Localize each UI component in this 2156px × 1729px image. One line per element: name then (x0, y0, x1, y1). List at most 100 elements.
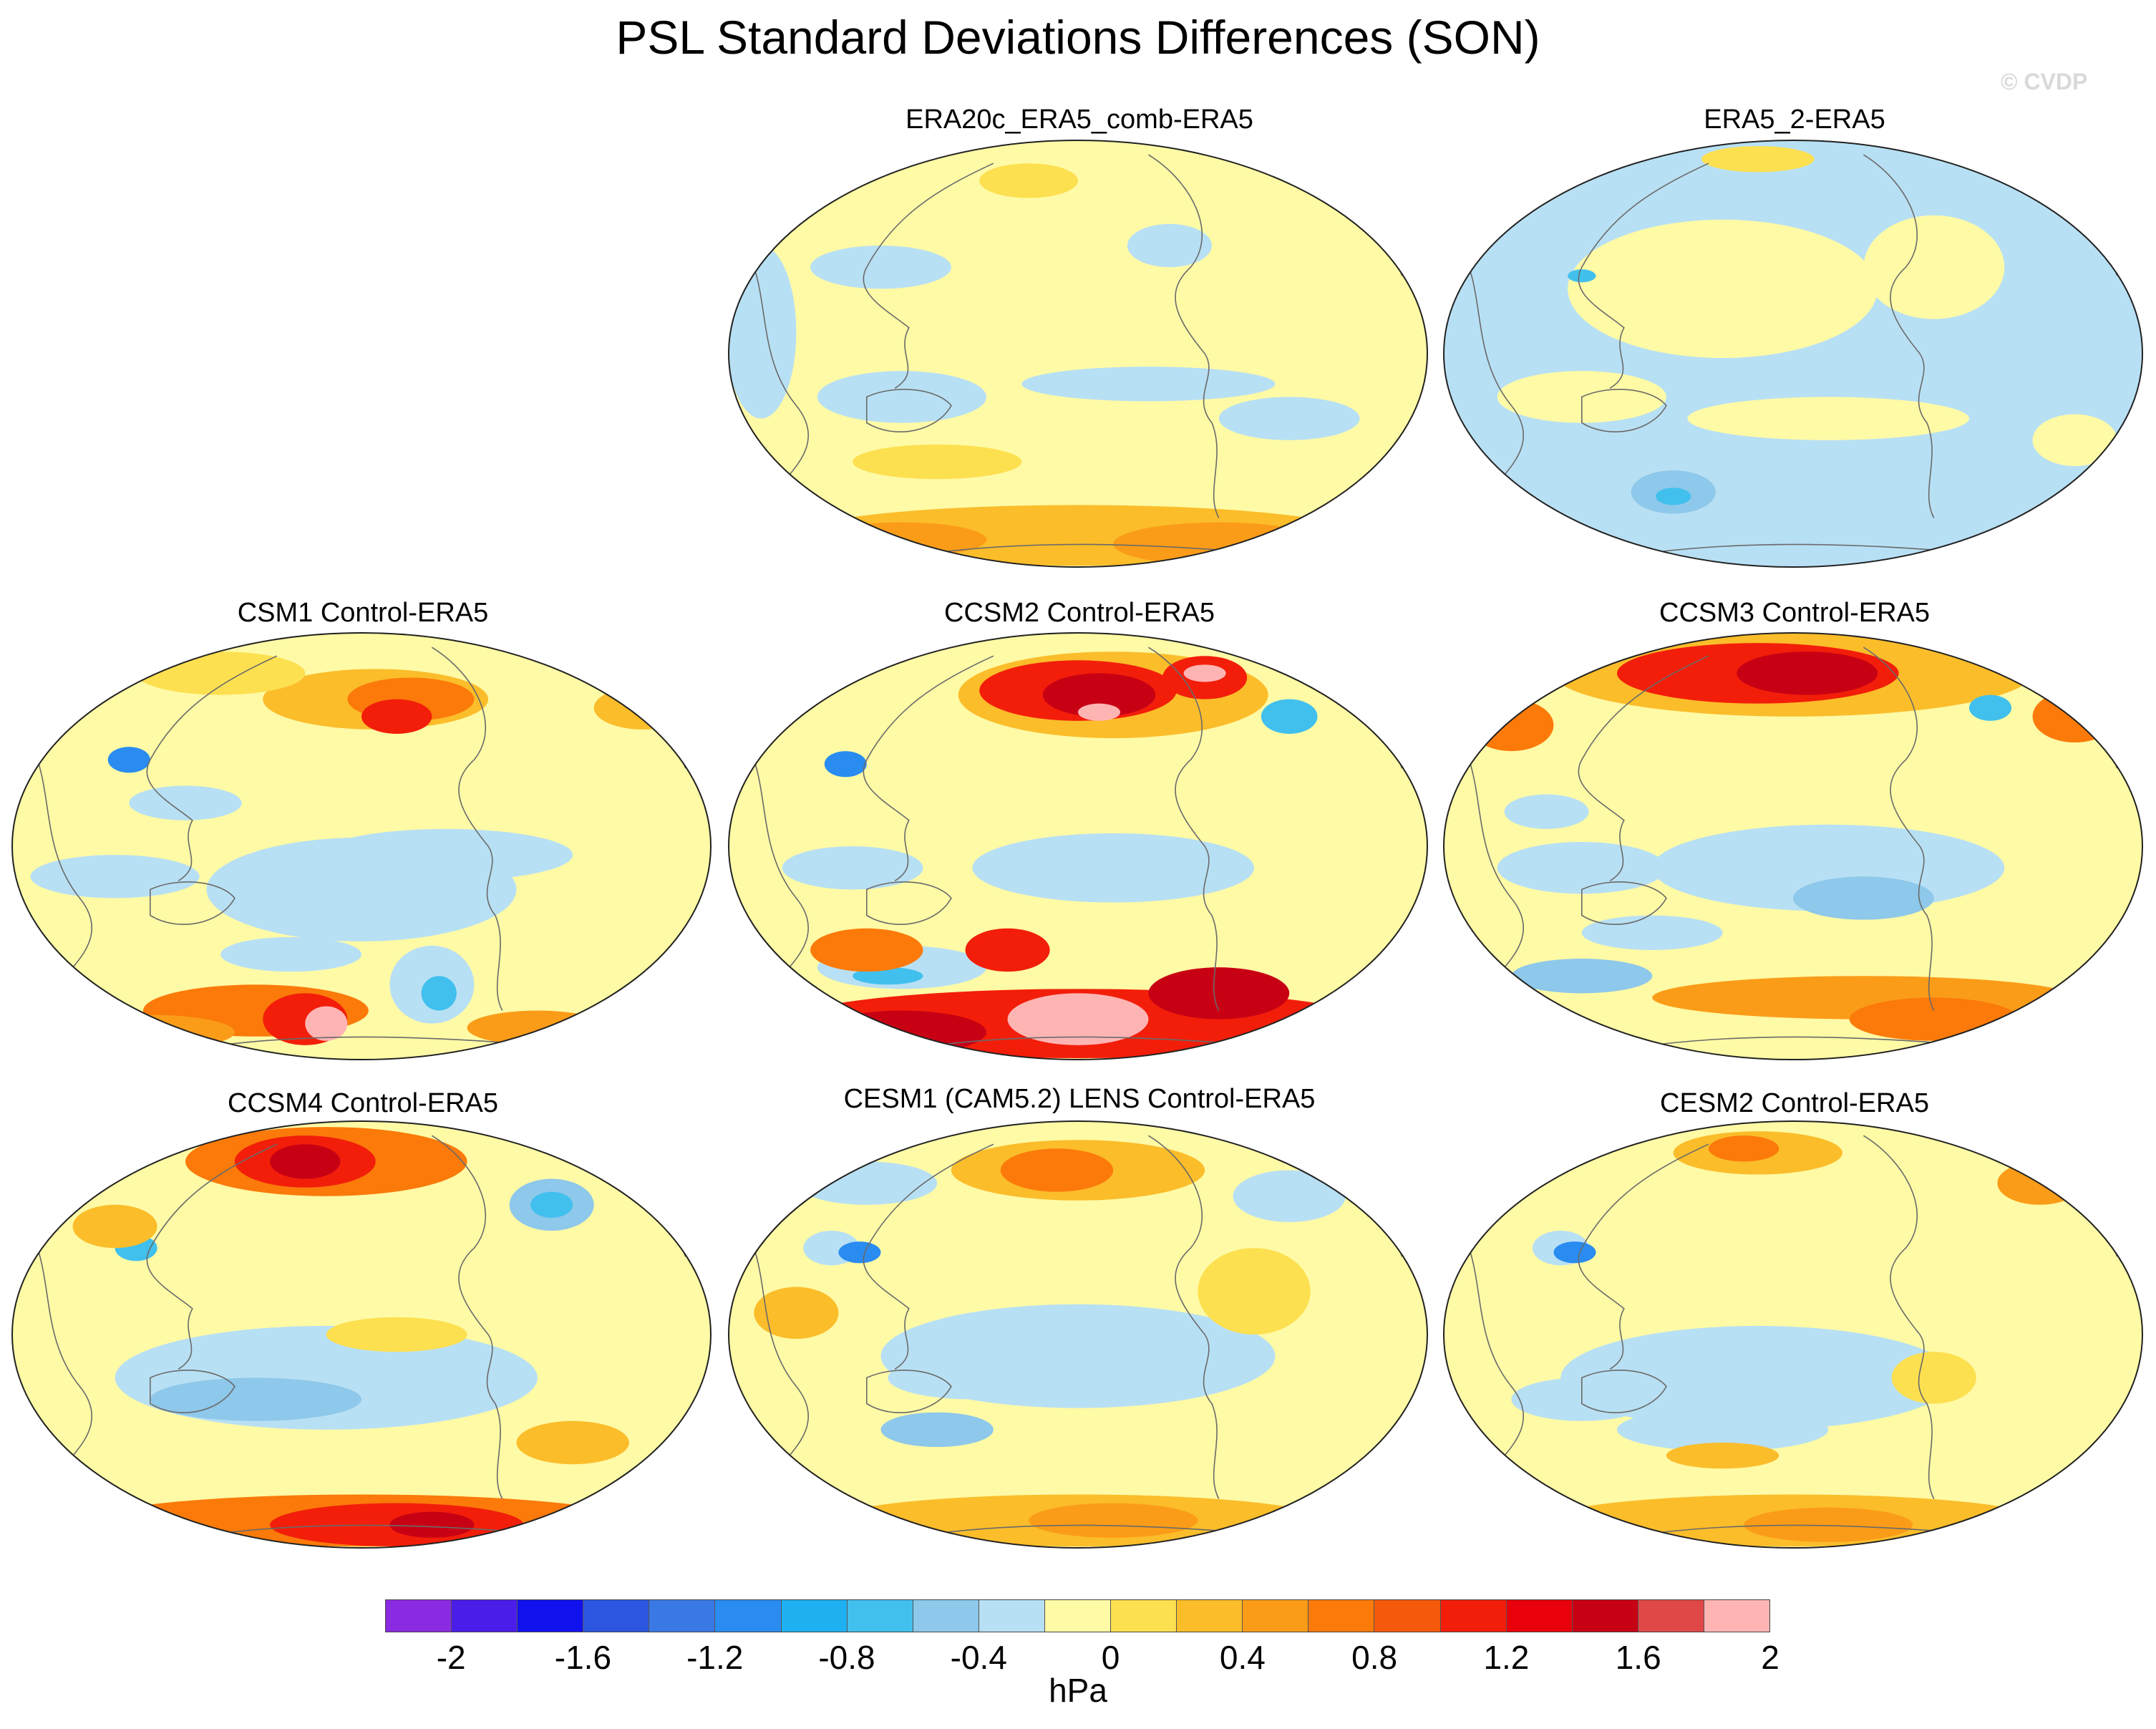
map-era20c (728, 140, 1428, 568)
colorbar-swatch (583, 1600, 650, 1632)
anomaly-contour (1568, 219, 1878, 359)
coastline (1578, 1143, 1709, 1370)
map-border (728, 140, 1428, 568)
coastline (753, 759, 810, 977)
coastline (1147, 1135, 1220, 1499)
anomaly-contour (65, 1014, 235, 1050)
coastline (146, 655, 278, 881)
coastline (863, 163, 994, 389)
anomaly-contour (729, 155, 839, 207)
map-border (1443, 140, 2143, 568)
anomaly-contour (1469, 699, 1554, 752)
anomaly-contour (1233, 1170, 1346, 1222)
anomaly-contour (1708, 1135, 1779, 1162)
coastline (1652, 543, 1970, 553)
map-cesm2 (1443, 1120, 2143, 1549)
anomaly-contour (965, 928, 1050, 972)
coastline (866, 389, 952, 432)
panel-title-ccsm2: CCSM2 Control-ERA5 (944, 598, 1215, 628)
map-border (11, 632, 712, 1060)
anomaly-contour (107, 747, 150, 773)
anomaly-contour (72, 1204, 157, 1249)
coastline (37, 759, 93, 977)
colorbar-tick-label: -1.6 (554, 1639, 612, 1676)
coastline (1468, 759, 1525, 977)
colorbar-tick-label: 0.4 (1219, 1639, 1266, 1676)
map-background (1444, 140, 2142, 567)
colorbar-swatch (847, 1600, 913, 1632)
anomaly-contour (853, 967, 923, 985)
coastline (937, 1524, 1255, 1534)
coastline (431, 1135, 503, 1499)
coastline (1468, 1247, 1525, 1465)
colorbar-tick-label: -0.8 (818, 1639, 875, 1676)
anomaly-contour (972, 833, 1254, 903)
anomaly-contour (729, 245, 797, 419)
anomaly-contour (1701, 146, 1815, 173)
anomaly-contour (1183, 664, 1226, 682)
anomaly-contour (1021, 367, 1276, 402)
anomaly-contour (326, 1317, 467, 1352)
coastline (937, 543, 1255, 553)
anomaly-contour (1042, 673, 1156, 717)
anomaly-contour (2032, 414, 2117, 467)
coastline (1581, 389, 1667, 432)
anomaly-contour (824, 751, 867, 778)
cvdp-watermark: © CVDP (2001, 69, 2088, 95)
colorbar-swatch (1111, 1600, 1177, 1632)
anomaly-contour (1261, 699, 1318, 734)
panel-title-ccsm4: CCSM4 Control-ERA5 (228, 1088, 498, 1118)
anomaly-contour (1218, 397, 1360, 440)
coastline (866, 1370, 952, 1413)
anomaly-contour (1793, 876, 1934, 920)
anomaly-contour (150, 1377, 361, 1421)
coastline (150, 881, 235, 925)
colorbar-tick-label: -2 (436, 1639, 466, 1676)
coastline (937, 1036, 1255, 1046)
coastline (863, 655, 994, 881)
anomaly-contour (270, 1144, 341, 1179)
anomaly-contour (838, 1241, 881, 1264)
anomaly-contour (1617, 1408, 1829, 1452)
map-era5-2 (1443, 140, 2143, 568)
colorbar-tick-label: 0.8 (1351, 1639, 1398, 1676)
anomaly-contour (796, 505, 1360, 566)
colorbar-swatch (1044, 1600, 1112, 1632)
colorbar-tick-label: 1.6 (1615, 1639, 1661, 1676)
anomaly-contour (136, 652, 306, 695)
coastline (1581, 881, 1667, 925)
anomaly-contour (1863, 215, 2005, 319)
anomaly-contour (880, 1412, 994, 1448)
coastline (1468, 266, 1525, 484)
colorbar-swatch (386, 1600, 452, 1632)
colorbar-swatch (1308, 1600, 1375, 1632)
anomaly-contour (389, 1511, 475, 1538)
anomaly-contour (853, 444, 1022, 480)
map-border (11, 1120, 712, 1549)
colorbar-swatch (1506, 1600, 1573, 1632)
anomaly-contour (1198, 1248, 1311, 1335)
coastline (150, 1370, 235, 1413)
map-ccsm3 (1443, 632, 2143, 1060)
colorbar-swatch (1374, 1600, 1441, 1632)
anomaly-contour (593, 686, 693, 730)
map-ccsm4 (11, 1120, 712, 1549)
anomaly-contour (888, 1356, 1057, 1400)
anomaly-contour (1560, 1325, 1956, 1430)
colorbar-swatch (649, 1600, 716, 1632)
anomaly-contour (1666, 1443, 1779, 1469)
anomaly-contour (817, 371, 987, 423)
map-border (1443, 1120, 2143, 1549)
panel-title-era5-2: ERA5_2-ERA5 (1704, 105, 1885, 135)
anomaly-contour (810, 928, 923, 972)
anomaly-contour (30, 855, 200, 899)
coastline (866, 881, 952, 925)
anomaly-contour (1511, 959, 1653, 994)
anomaly-contour (754, 1287, 839, 1340)
coastline (1863, 1135, 1935, 1499)
anomaly-contour (1744, 1507, 1913, 1542)
colorbar-swatch (913, 1600, 979, 1632)
map-background (729, 140, 1427, 567)
panel-title-cesm2: CESM2 Control-ERA5 (1660, 1088, 1929, 1118)
coastline (1863, 646, 1935, 1011)
